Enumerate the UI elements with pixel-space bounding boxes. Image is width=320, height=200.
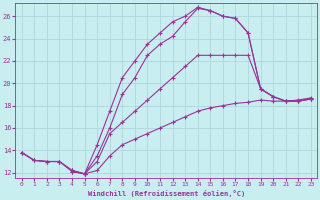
X-axis label: Windchill (Refroidissement éolien,°C): Windchill (Refroidissement éolien,°C): [88, 190, 245, 197]
